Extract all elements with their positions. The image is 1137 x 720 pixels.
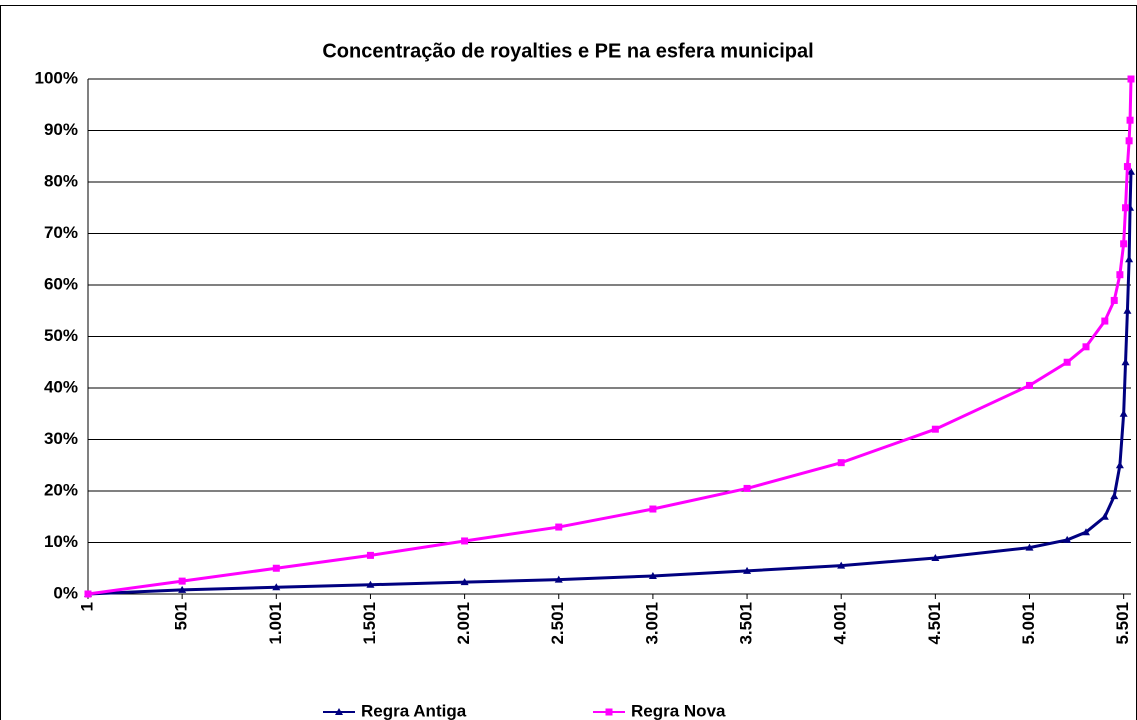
marker	[1063, 358, 1071, 366]
marker	[743, 566, 752, 574]
y-tick-label: 60%	[44, 274, 78, 293]
marker	[366, 551, 374, 559]
marker	[931, 425, 939, 433]
marker	[931, 553, 940, 561]
marker	[1026, 381, 1034, 389]
y-tick-label: 0%	[53, 583, 78, 602]
marker	[1110, 492, 1119, 500]
y-tick-label: 20%	[44, 480, 78, 499]
marker	[837, 561, 846, 569]
marker	[1100, 512, 1109, 520]
x-tick-label: 3.501	[737, 602, 756, 645]
marker	[1123, 306, 1132, 314]
marker	[84, 590, 92, 598]
marker	[1123, 163, 1131, 171]
x-tick-label: 5.001	[1019, 602, 1038, 645]
marker	[1082, 343, 1090, 351]
marker	[1127, 75, 1135, 83]
x-tick-label: 3.001	[642, 602, 661, 645]
legend-marker	[605, 708, 613, 716]
marker	[1121, 358, 1130, 366]
marker	[178, 577, 186, 585]
x-tick-label: 2.001	[454, 602, 473, 645]
y-tick-label: 30%	[44, 429, 78, 448]
x-tick-label: 5.501	[1113, 602, 1132, 645]
x-tick-label: 1.001	[266, 602, 285, 645]
series-line	[87, 171, 1133, 596]
series-line	[87, 78, 1133, 596]
marker	[178, 585, 187, 593]
x-tick-label: 4.001	[831, 602, 850, 645]
marker	[743, 484, 751, 492]
marker	[1127, 167, 1135, 175]
x-tick-label: 1	[77, 602, 96, 611]
x-tick-label: 4.501	[925, 602, 944, 645]
y-tick-label: 90%	[44, 120, 78, 139]
x-tick-label: 501	[172, 602, 191, 630]
marker	[1116, 271, 1124, 279]
marker	[648, 571, 657, 579]
marker	[1126, 116, 1134, 124]
marker	[1125, 255, 1134, 263]
marker	[1125, 137, 1133, 145]
x-tick-label: 2.501	[548, 602, 567, 645]
y-tick-label: 50%	[44, 326, 78, 345]
marker	[1120, 240, 1128, 248]
marker	[1115, 461, 1124, 469]
legend-label: Regra Nova	[631, 701, 726, 720]
y-tick-label: 100%	[35, 68, 78, 87]
marker	[366, 580, 375, 588]
marker	[272, 564, 280, 572]
y-tick-label: 70%	[44, 223, 78, 242]
marker	[1119, 409, 1128, 417]
marker	[1101, 317, 1109, 325]
marker	[1025, 543, 1034, 551]
chart-border	[0, 5, 1137, 720]
y-tick-label: 40%	[44, 377, 78, 396]
marker	[1081, 528, 1090, 536]
marker	[1063, 535, 1072, 543]
marker	[554, 575, 563, 583]
marker	[272, 583, 281, 591]
chart-title: Concentração de royalties e PE na esfera…	[322, 40, 813, 62]
legend-label: Regra Antiga	[361, 701, 467, 720]
marker	[555, 523, 563, 531]
y-tick-label: 10%	[44, 532, 78, 551]
x-tick-label: 1.501	[360, 602, 379, 645]
marker	[461, 537, 469, 545]
marker	[649, 505, 657, 513]
marker	[837, 459, 845, 467]
y-tick-label: 80%	[44, 171, 78, 190]
legend-marker	[335, 708, 343, 715]
marker	[1122, 204, 1130, 212]
marker	[1110, 296, 1118, 304]
marker	[460, 578, 469, 586]
